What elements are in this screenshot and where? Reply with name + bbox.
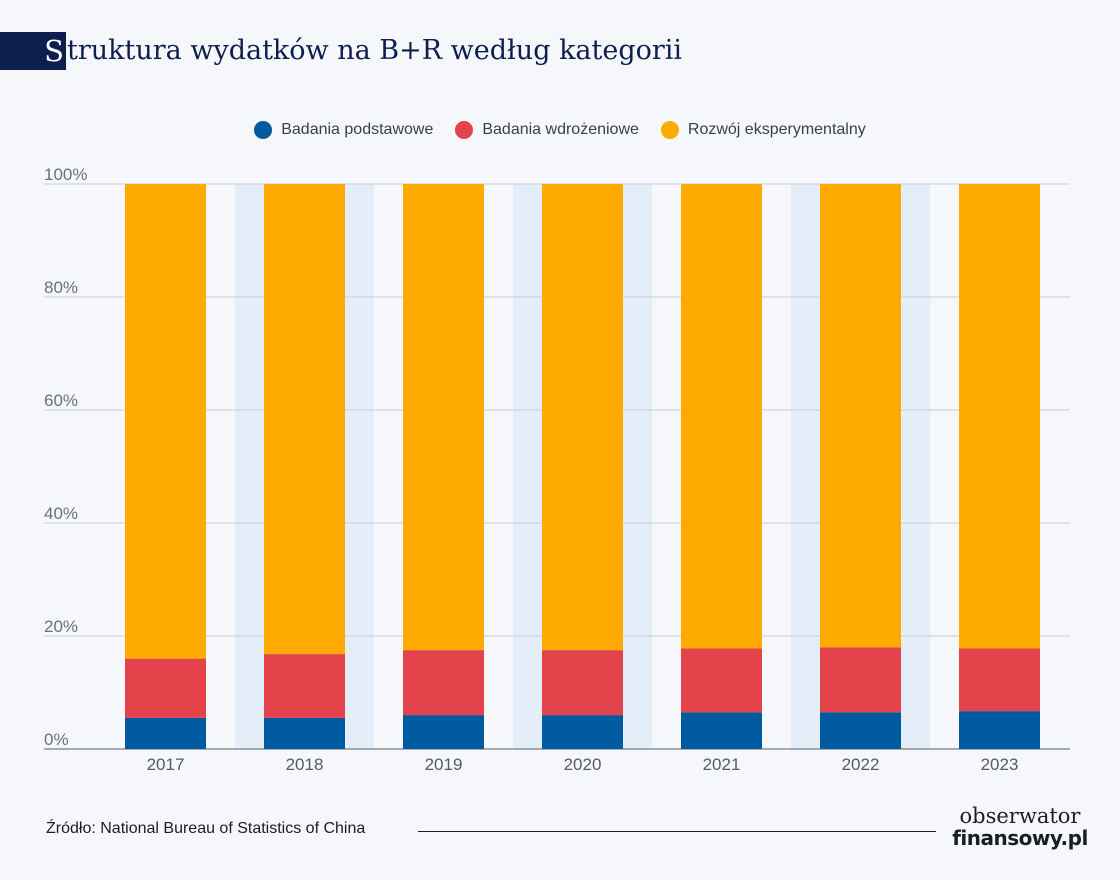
bar-2021-series-0 [681,712,762,749]
bars [125,184,1040,749]
legend-label-applied-research: Badania wdrożeniowe [482,121,639,138]
x-tick-label: 2018 [286,755,324,774]
bar-2019-series-2 [403,184,484,651]
chart-title: S truktura wydatków na B+R według katego… [0,32,700,70]
bar-2018-series-1 [264,654,345,718]
bar-2022-series-0 [820,712,901,749]
legend-dot-experimental-development [660,121,679,139]
legend-dot-basic-research [254,121,273,139]
bar-2018-series-0 [264,717,345,749]
x-tick-label: 2020 [564,755,602,774]
bar-2023-series-2 [959,184,1040,649]
bar-2017-series-2 [125,184,206,659]
bar-2019-series-0 [403,715,484,749]
publisher-logo: obserwator finansowy.pl [945,806,1095,856]
bar-2020-series-2 [542,184,623,651]
legend-item-basic-research: Badania podstawowe [254,121,433,139]
y-tick-label: 60% [44,391,78,410]
y-axis-labels: 0% 20% 40% 60% 80% 100% [44,165,87,749]
logo-line-1: obserwator [959,804,1081,828]
x-tick-label: 2021 [703,755,741,774]
bar-2020-series-1 [542,650,623,716]
x-tick-label: 2023 [981,755,1019,774]
bar-2023-series-1 [959,648,1040,712]
chart-legend: Badania podstawowe Badania wdrożeniowe R… [0,118,1120,142]
legend-dot-applied-research [455,121,474,139]
y-tick-label: 20% [44,617,78,636]
bar-2017-series-0 [125,717,206,749]
legend-label-experimental-development: Rozwój eksperymentalny [687,121,866,138]
bar-2022-series-1 [820,647,901,713]
title-initial-letter: S [44,34,64,68]
x-axis-labels: 2017 2018 2019 2020 2021 2022 2023 [147,755,1019,774]
bar-2018-series-2 [264,184,345,655]
y-tick-label: 80% [44,278,78,297]
bar-2022-series-2 [820,184,901,648]
bar-2020-series-0 [542,715,623,749]
bar-2021-series-2 [681,184,762,649]
bar-2019-series-1 [403,650,484,716]
x-tick-label: 2022 [842,755,880,774]
logo-line-2: finansowy.pl [952,826,1088,850]
legend-item-experimental-development: Rozwój eksperymentalny [660,121,866,139]
title-accent-block [0,32,66,70]
bar-2017-series-1 [125,658,206,718]
bar-2021-series-1 [681,648,762,713]
legend-label-basic-research: Badania podstawowe [281,121,434,138]
title-text: truktura wydatków na B+R według kategori… [67,35,683,66]
bar-2023-series-0 [959,711,1040,749]
y-tick-label: 40% [44,504,78,523]
x-tick-label: 2019 [425,755,463,774]
legend-item-applied-research: Badania wdrożeniowe [455,121,639,139]
x-tick-label: 2017 [147,755,185,774]
y-tick-label: 100% [44,165,87,184]
source-note: Źródło: National Bureau of Statistics of… [46,820,366,837]
source-divider [418,831,936,832]
y-tick-label: 0% [44,730,69,749]
